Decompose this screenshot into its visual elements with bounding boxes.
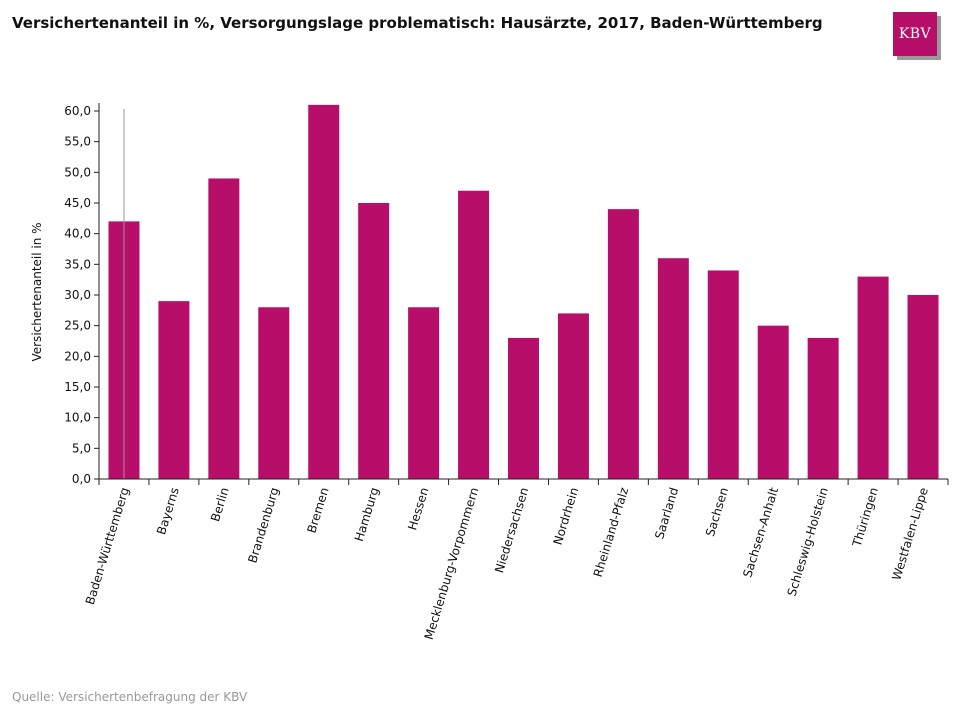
x-tick-label: Brandenburg xyxy=(245,486,281,565)
bar xyxy=(607,209,639,479)
y-tick-label: 40,0 xyxy=(64,227,91,241)
x-tick-label: Hamburg xyxy=(352,486,382,543)
y-tick-label: 60,0 xyxy=(64,104,91,118)
bar xyxy=(458,190,490,479)
y-tick-label: 55,0 xyxy=(64,135,91,149)
y-tick-label: 45,0 xyxy=(64,196,91,210)
bars xyxy=(108,104,939,479)
bar xyxy=(757,325,789,479)
x-tick-label: Rheinland-Pfalz xyxy=(591,486,632,579)
x-tick-label: Mecklenburg-Vorpommern xyxy=(422,486,482,642)
x-tick-label: Nordrhein xyxy=(551,486,582,547)
bar xyxy=(158,301,190,479)
bar xyxy=(557,313,589,479)
x-tick-label: Schleswig-Holstein xyxy=(785,486,831,598)
bar xyxy=(308,104,340,479)
bar xyxy=(258,307,290,479)
bar xyxy=(208,178,240,479)
y-axis: 0,0 5,0 10,0 15,0 20,0 25,0 30,0 35,0 40,0 45,0 50… xyxy=(64,103,100,486)
y-tick-label: 10,0 xyxy=(64,411,91,425)
x-tick-label: Berlin xyxy=(208,486,232,523)
x-tick-label: Niedersachsen xyxy=(492,486,531,575)
x-tick-label: Baden-Württemberg xyxy=(83,486,132,607)
kbv-logo: KBV xyxy=(893,12,937,56)
y-tick-label: 35,0 xyxy=(64,257,91,271)
x-tick-label: Saarland xyxy=(652,486,681,541)
x-tick-label: Sachsen xyxy=(703,486,731,538)
x-tick-label: Bayerns xyxy=(154,486,182,537)
bar xyxy=(707,270,739,479)
y-axis-title: Versichertenanteil in % xyxy=(30,222,44,361)
y-tick-label: 5,0 xyxy=(72,441,91,455)
page-title: Versichertenanteil in %, Versorgungslage… xyxy=(12,14,823,32)
x-tick-label: Westfalen-Lippe xyxy=(889,486,931,582)
x-tick-label: Bremen xyxy=(304,486,331,535)
bar xyxy=(907,295,939,479)
bar xyxy=(358,203,390,479)
y-tick-label: 30,0 xyxy=(64,288,91,302)
x-tick-label: Hessen xyxy=(405,486,431,532)
bar xyxy=(408,307,440,479)
y-tick-label: 15,0 xyxy=(64,380,91,394)
x-tick-label: Thüringen xyxy=(849,486,881,549)
bar xyxy=(857,276,889,479)
x-tick-label: Sachsen-Anhalt xyxy=(740,486,781,580)
y-tick-label: 20,0 xyxy=(64,349,91,363)
bar xyxy=(657,258,689,479)
x-axis: Baden-Württemberg Bayerns Berlin Brandenbur… xyxy=(83,478,949,642)
bar xyxy=(508,337,539,479)
y-tick-label: 50,0 xyxy=(64,165,91,179)
source-note: Quelle: Versichertenbefragung der KBV xyxy=(12,690,248,704)
y-tick-label: 0,0 xyxy=(72,472,91,486)
bar xyxy=(807,337,839,479)
y-tick-label: 25,0 xyxy=(64,319,91,333)
